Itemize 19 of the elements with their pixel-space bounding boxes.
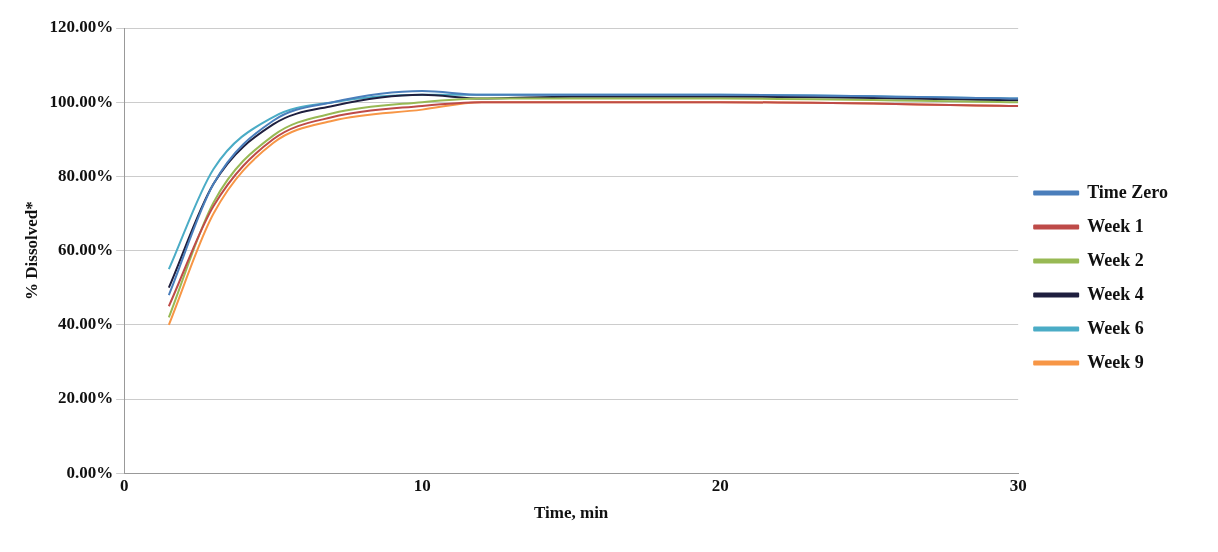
y-tick-label: 0.00% — [66, 462, 114, 482]
y-tick-label: 100.00% — [49, 91, 114, 111]
x-tick-label: 20 — [711, 475, 729, 495]
x-tick-label: 0 — [119, 475, 129, 495]
legend-label: Week 6 — [1087, 317, 1144, 338]
legend-label: Week 4 — [1087, 283, 1144, 304]
legend-label: Time Zero — [1087, 181, 1168, 202]
y-tick-label: 80.00% — [57, 165, 114, 185]
y-axis-title: % Dissolved* — [21, 201, 41, 300]
x-axis-title: Time, min — [534, 503, 609, 523]
y-tick-label: 120.00% — [49, 17, 114, 37]
y-tick-label: 20.00% — [57, 388, 114, 408]
y-tick-label: 40.00% — [57, 314, 114, 334]
y-tick-label: 60.00% — [57, 239, 114, 259]
legend-label: Week 2 — [1087, 249, 1144, 270]
legend-label: Week 1 — [1087, 215, 1144, 236]
x-tick-label: 10 — [413, 475, 431, 495]
x-tick-label: 30 — [1009, 475, 1027, 495]
legend-label: Week 9 — [1087, 351, 1144, 372]
